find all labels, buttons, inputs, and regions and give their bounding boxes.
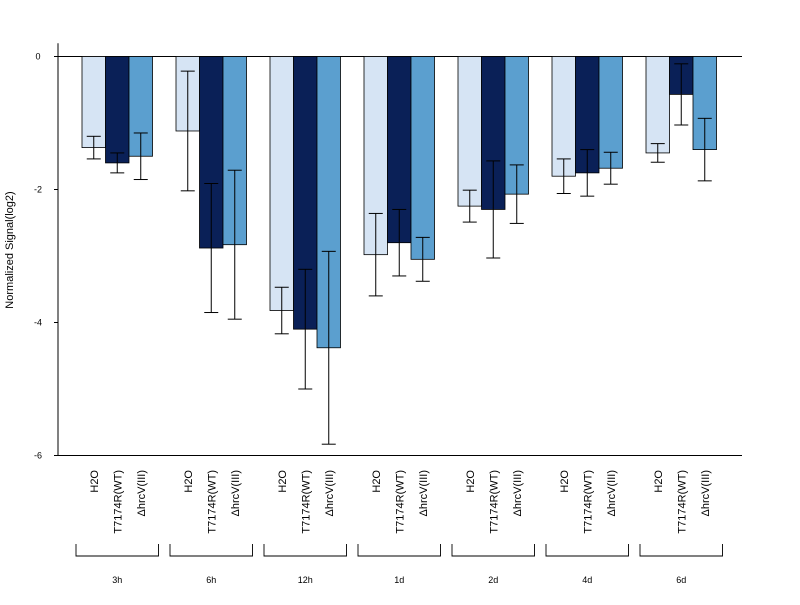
group-bracket (451, 544, 535, 557)
bar-series-label: T7174R(WT) (300, 470, 312, 534)
bar (598, 56, 623, 169)
bar-series-label: ΔhrcV(III) (512, 470, 524, 516)
bar-series-label: H2O (559, 470, 571, 493)
bar-series-label: T7174R(WT) (488, 470, 500, 534)
bar (551, 56, 576, 177)
y-axis-title: Normalized Signal(log2) (4, 191, 16, 308)
y-tick-label: -6 (34, 451, 42, 461)
bar-series-label: T7174R(WT) (676, 470, 688, 534)
bar-series-label: T7174R(WT) (582, 470, 594, 534)
y-tick-label: -2 (34, 185, 42, 195)
bar (410, 56, 435, 260)
bar (269, 56, 294, 311)
bar-series-label: T7174R(WT) (394, 470, 406, 534)
category-label: 3h (112, 575, 122, 585)
bar (81, 56, 106, 149)
group-bracket (545, 544, 629, 557)
bar-series-label: H2O (465, 470, 477, 493)
bar (645, 56, 670, 154)
category-label: 2d (488, 575, 498, 585)
bar-series-label: H2O (371, 470, 383, 493)
group-bracket (357, 544, 441, 557)
bar-series-label: H2O (277, 470, 289, 493)
bar-series-label: ΔhrcV(III) (230, 470, 242, 516)
bar-series-label: T7174R(WT) (112, 470, 124, 534)
category-label: 6d (676, 575, 686, 585)
category-label: 1d (394, 575, 404, 585)
bar (457, 56, 482, 207)
bar-series-label: H2O (183, 470, 195, 493)
y-tick-label: 0 (35, 52, 40, 62)
group-bracket (169, 544, 253, 557)
group-bracket (639, 544, 723, 557)
bar-series-label: H2O (653, 470, 665, 493)
bar-series-label: T7174R(WT) (206, 470, 218, 534)
bar-series-label: H2O (89, 470, 101, 493)
category-label: 4d (582, 575, 592, 585)
bar-series-label: ΔhrcV(III) (324, 470, 336, 516)
bar-series-label: ΔhrcV(III) (136, 470, 148, 516)
y-tick-label: -4 (34, 318, 42, 328)
bar-series-label: ΔhrcV(III) (606, 470, 618, 516)
category-label: 12h (298, 575, 313, 585)
bar-series-label: ΔhrcV(III) (418, 470, 430, 516)
bar (105, 56, 130, 164)
category-label: 6h (206, 575, 216, 585)
group-bracket (263, 544, 347, 557)
group-bracket (75, 544, 159, 557)
bar-series-label: ΔhrcV(III) (700, 470, 712, 516)
